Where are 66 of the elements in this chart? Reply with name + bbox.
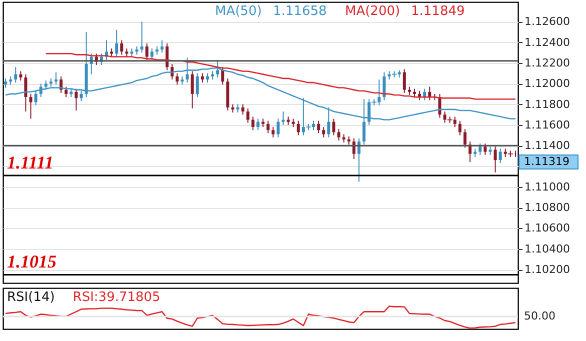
text: 50.00	[524, 309, 556, 322]
y-tick-label: 1.12400	[524, 36, 570, 49]
candlestick	[120, 40, 124, 56]
y-tick-label: 1.11400	[524, 139, 570, 152]
candlestick	[206, 72, 209, 84]
candlestick	[221, 66, 224, 86]
candlestick	[484, 143, 487, 156]
ref-line-label: 1.1111	[7, 152, 54, 173]
ref-line-label: 1.1015	[7, 252, 56, 272]
candlestick	[145, 42, 148, 60]
candlestick	[478, 143, 482, 156]
y-tick-label: 1.12200	[524, 56, 570, 70]
candlestick	[190, 70, 194, 109]
candlestick	[494, 146, 497, 173]
candlestick	[24, 74, 28, 112]
candlestick	[498, 148, 502, 164]
candlestick	[266, 120, 270, 134]
candlestick	[4, 78, 8, 88]
candlestick	[80, 90, 83, 102]
y-tick-label: 1.10600	[524, 222, 570, 235]
candlestick	[382, 72, 386, 101]
candlestick	[402, 68, 406, 94]
y-tick-label: 1.12600	[524, 15, 570, 28]
y-tick-label: 1.12000	[524, 77, 570, 90]
chart-title: RSI(14)	[7, 290, 55, 305]
candlestick	[256, 118, 260, 131]
candlestick	[200, 72, 204, 84]
candlestick	[332, 118, 336, 136]
text: RSI:39.71805	[72, 290, 160, 305]
text: MA(200)	[345, 4, 400, 19]
candlestick	[115, 29, 118, 58]
candlestick	[44, 80, 48, 90]
candlestick	[64, 86, 68, 98]
y-tick-label: 1.11000	[524, 180, 570, 194]
candlestick	[160, 40, 164, 54]
candlestick	[317, 120, 320, 134]
candlestick	[34, 90, 38, 106]
candlestick	[140, 21, 144, 54]
candlestick	[176, 72, 179, 86]
y-tick-label: 1.11600	[524, 118, 570, 132]
annotation: 1.11658	[273, 4, 327, 19]
candlestick	[251, 116, 254, 131]
candlestick	[272, 126, 275, 138]
annotation: 1.11849	[411, 4, 465, 19]
candlestick	[276, 118, 280, 138]
candlestick	[150, 48, 154, 60]
candlestick	[196, 72, 199, 98]
candlestick	[337, 128, 340, 141]
candlestick	[19, 70, 22, 82]
candlestick	[296, 120, 300, 136]
candlestick	[241, 104, 244, 116]
candlestick	[463, 128, 466, 148]
y-tick-label: 1.10200	[524, 263, 570, 276]
y-tick-label: 1.11800	[524, 98, 570, 111]
candlestick	[74, 88, 78, 111]
candlestick	[322, 126, 326, 138]
candlestick	[54, 72, 58, 86]
candlestick	[14, 66, 18, 84]
y-tick-label: 1.10800	[524, 201, 570, 214]
candlestick	[246, 108, 250, 124]
candlestick	[458, 120, 462, 136]
candlestick	[29, 93, 32, 120]
text: MA(50)	[215, 4, 262, 19]
y-tick-label: 1.10400	[524, 242, 570, 256]
text: 1.11319	[524, 154, 570, 168]
candlestick	[282, 111, 285, 126]
